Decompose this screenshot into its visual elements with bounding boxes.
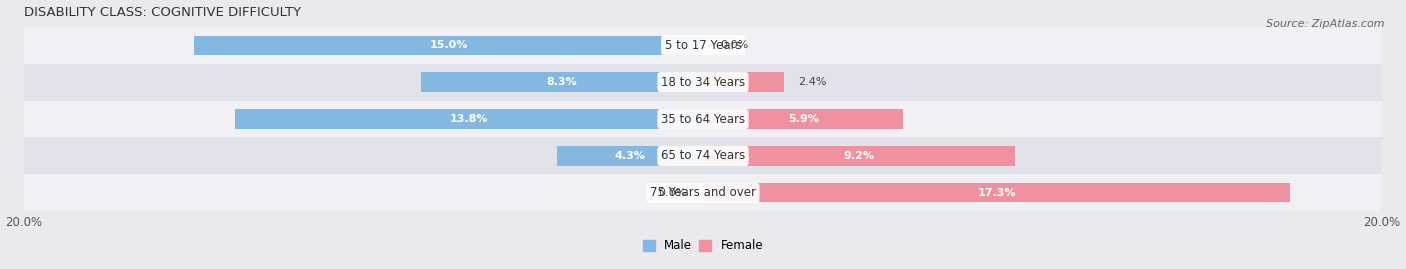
Text: 0.0%: 0.0% [720,40,748,50]
Bar [703,109,903,129]
Text: 18 to 34 Years: 18 to 34 Years [661,76,745,89]
Text: 17.3%: 17.3% [977,188,1017,198]
Text: 5 to 17 Years: 5 to 17 Years [665,39,741,52]
Bar [194,36,703,55]
Bar [557,146,703,165]
Text: 65 to 74 Years: 65 to 74 Years [661,150,745,162]
Bar [24,27,1382,63]
Text: 35 to 64 Years: 35 to 64 Years [661,112,745,126]
Text: Source: ZipAtlas.com: Source: ZipAtlas.com [1267,19,1385,29]
Text: 13.8%: 13.8% [450,114,488,124]
Text: 9.2%: 9.2% [844,151,875,161]
Bar [703,183,1291,203]
Text: DISABILITY CLASS: COGNITIVE DIFFICULTY: DISABILITY CLASS: COGNITIVE DIFFICULTY [24,6,301,19]
Bar [24,63,1382,101]
Legend: Male, Female: Male, Female [638,235,768,257]
Text: 75 Years and over: 75 Years and over [650,186,756,199]
Bar [422,72,703,92]
Bar [24,101,1382,137]
Bar [703,146,1015,165]
Bar [703,72,785,92]
Bar [24,174,1382,211]
Text: 4.3%: 4.3% [614,151,645,161]
Text: 5.9%: 5.9% [787,114,818,124]
Bar [24,137,1382,174]
Text: 0.0%: 0.0% [658,188,686,198]
Text: 15.0%: 15.0% [429,40,468,50]
Text: 8.3%: 8.3% [547,77,578,87]
Text: 2.4%: 2.4% [799,77,827,87]
Bar [235,109,703,129]
